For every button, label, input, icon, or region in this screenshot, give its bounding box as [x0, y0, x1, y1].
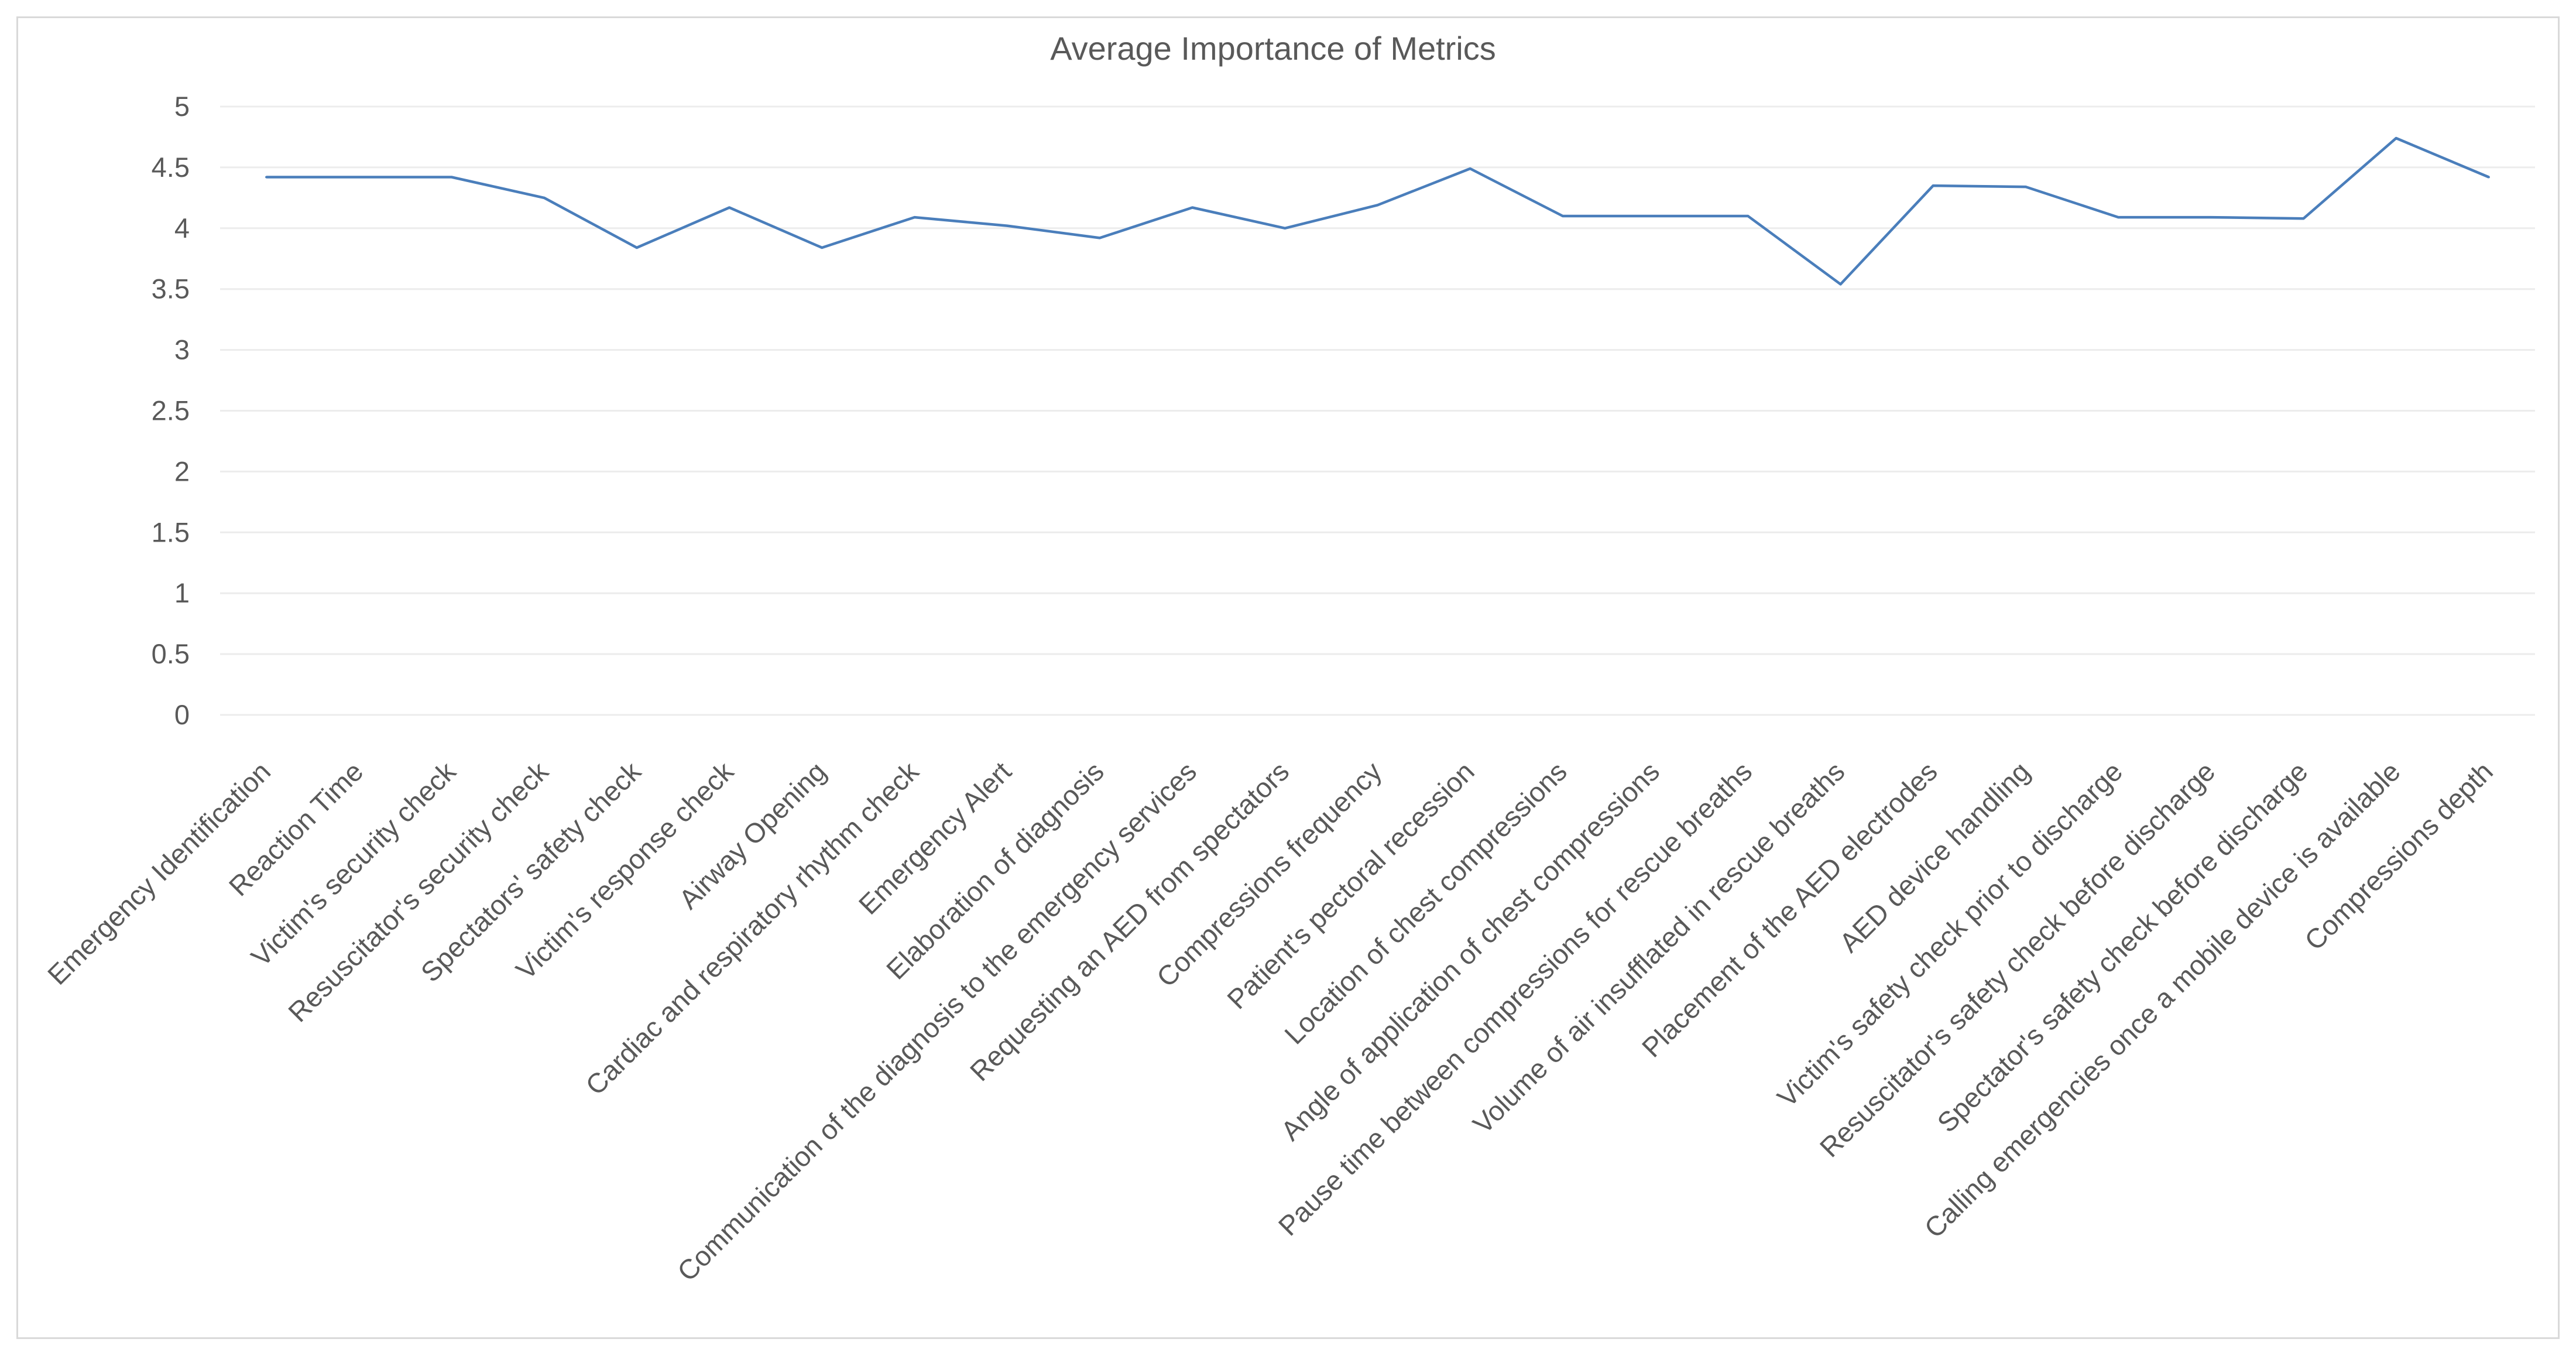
- data-point: [1284, 227, 1287, 230]
- y-tick-label: 1.5: [152, 516, 190, 547]
- y-tick-label: 2: [174, 456, 190, 487]
- y-tick-label: 2.5: [152, 395, 190, 426]
- data-point: [913, 216, 916, 219]
- chart-title: Average Importance of Metrics: [1050, 30, 1496, 67]
- series-layer: [265, 136, 2490, 286]
- x-tick-label: Compressions depth: [2299, 756, 2499, 956]
- y-tick-label: 4.5: [152, 152, 190, 183]
- data-point: [1469, 167, 1471, 170]
- data-point: [2487, 176, 2490, 179]
- data-point: [1098, 237, 1101, 239]
- data-point: [450, 176, 453, 179]
- y-tick-label: 5: [174, 91, 190, 122]
- data-point: [2302, 217, 2305, 220]
- y-tick-label: 1: [174, 577, 190, 608]
- x-tick-label: Victim's safety check prior to discharge: [1771, 756, 2128, 1113]
- y-tick-label: 3: [174, 334, 190, 365]
- y-tick-label: 4: [174, 213, 190, 244]
- x-tick-label: Cardiac and respiratory rhythm check: [579, 755, 925, 1101]
- data-point: [1747, 215, 1750, 218]
- data-point: [1839, 283, 1842, 286]
- y-tick-label: 0: [174, 699, 190, 730]
- data-point: [821, 246, 824, 249]
- y-tick-label: 3.5: [152, 273, 190, 304]
- data-point: [2024, 186, 2027, 189]
- data-point: [2210, 216, 2213, 219]
- series-line: [266, 136, 2489, 286]
- data-point: [2395, 137, 2397, 140]
- chart-container: Average Importance of Metrics 0 0.5 1 1.5 2 2…: [16, 16, 2560, 1339]
- data-point: [1932, 184, 1934, 187]
- data-point: [265, 176, 268, 179]
- data-point: [1191, 206, 1194, 209]
- y-axis-tick-labels: 0 0.5 1 1.5 2 2.5 3 3.5 4 4.5 5: [152, 91, 190, 730]
- data-point: [1006, 224, 1009, 227]
- x-tick-label: Requesting an AED from spectators: [964, 756, 1295, 1087]
- data-point: [728, 206, 731, 209]
- data-point: [543, 196, 546, 199]
- gridlines: [220, 105, 2535, 716]
- data-point: [358, 176, 361, 179]
- data-point: [1654, 215, 1657, 218]
- data-point: [1561, 215, 1564, 218]
- data-point: [2117, 216, 2120, 219]
- line-chart: Average Importance of Metrics 0 0.5 1 1.5 2 2…: [42, 30, 2535, 1287]
- data-point: [635, 246, 638, 249]
- y-tick-label: 0.5: [152, 638, 190, 669]
- data-point: [1376, 204, 1379, 207]
